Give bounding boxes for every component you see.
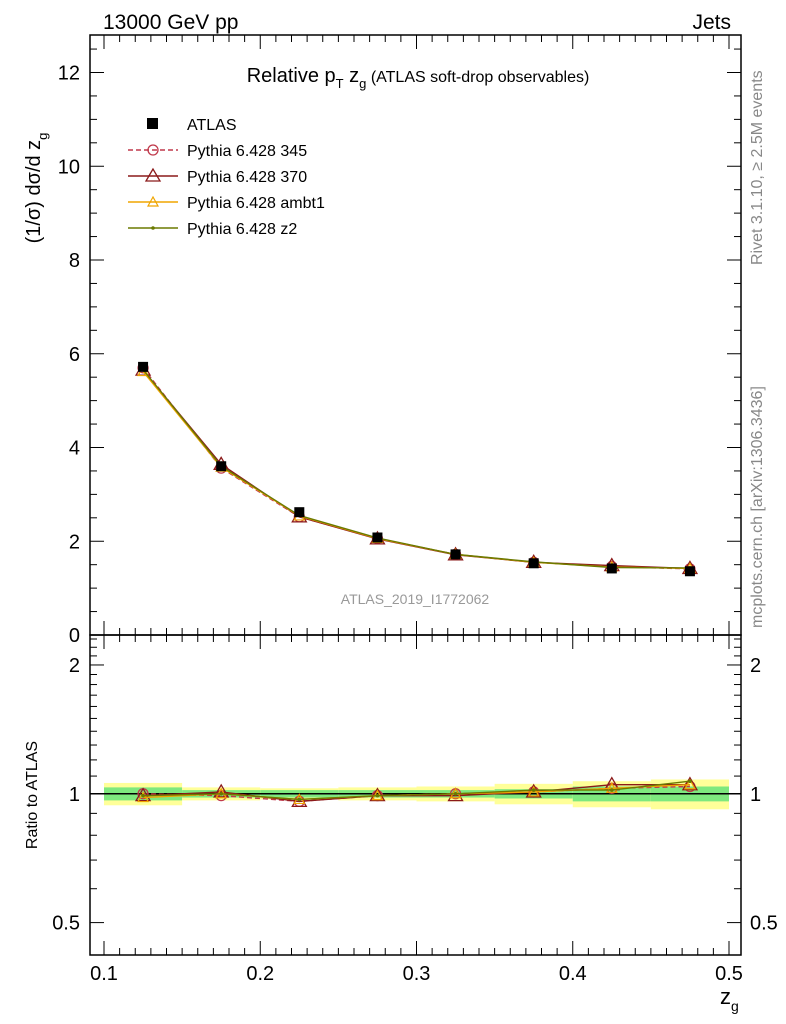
chart-title: Relative pT zg (ATLAS soft-drop observab… xyxy=(247,65,590,91)
ratio-series-point xyxy=(605,782,618,793)
header-energy-label: 13000 GeV pp xyxy=(103,11,238,34)
ratio-series-point xyxy=(683,778,696,790)
main-series-lines xyxy=(134,361,699,577)
legend-label: Pythia 6.428 370 xyxy=(187,169,307,186)
ratio-series-point xyxy=(531,788,536,792)
atlas-data-point xyxy=(294,507,305,518)
legend-label: Pythia 6.428 z2 xyxy=(187,221,297,238)
x-tick-label: 0.5 xyxy=(715,963,743,985)
ratio-tick-label-left: 2 xyxy=(69,655,80,677)
y-tick-label: 2 xyxy=(69,531,80,553)
legend-marker xyxy=(151,226,155,230)
ratio-series-point xyxy=(134,787,152,802)
x-axis-label: zg xyxy=(720,984,739,1014)
y-tick-label: 6 xyxy=(69,344,80,366)
ratio-series-point xyxy=(610,788,614,792)
legend-marker xyxy=(146,195,160,207)
series-line xyxy=(142,369,690,569)
ratio-y-axis-label: Ratio to ATLAS xyxy=(24,741,41,849)
ratio-tick-label-right: 0.5 xyxy=(750,913,778,935)
ratio-series-point xyxy=(219,791,223,796)
x-tick-label: 0.3 xyxy=(403,963,431,985)
legend-marker xyxy=(147,144,159,156)
ratio-series-point xyxy=(215,790,227,802)
legend-label: Pythia 6.428 ambt1 xyxy=(187,195,325,212)
ratio-series-point xyxy=(681,776,699,791)
y-tick-label: 12 xyxy=(58,63,80,85)
mcplots-reference-label: mcplots.cern.ch [arXiv:1306.3436] xyxy=(749,386,766,628)
ratio-tick-label-right: 2 xyxy=(750,655,761,677)
ratio-series-point xyxy=(527,785,540,797)
atlas-data-point xyxy=(216,461,227,472)
x-tick-label: 0.2 xyxy=(246,963,274,985)
header-jets-label: Jets xyxy=(692,11,731,34)
y-tick-label: 4 xyxy=(69,438,80,460)
atlas-data-point xyxy=(372,532,383,543)
ratio-plot-frame xyxy=(89,634,742,956)
x-axis-ticks: 0.1 0.2 0.3 0.4 0.5 xyxy=(90,35,743,985)
y-tick-label: 10 xyxy=(58,156,80,178)
atlas-data-point xyxy=(684,566,695,577)
ratio-series-point xyxy=(213,783,230,798)
legend-label: ATLAS xyxy=(187,117,237,134)
x-tick-label: 0.4 xyxy=(559,963,587,985)
atlas-data-point xyxy=(606,563,617,574)
y-tick-label: 8 xyxy=(69,250,80,272)
ratio-tick-label-left: 0.5 xyxy=(52,913,80,935)
ratio-series-line xyxy=(143,780,691,801)
ratio-series-line xyxy=(143,784,690,803)
ratio-series-point xyxy=(297,797,302,802)
atlas-data-point xyxy=(138,361,149,372)
main-axis-ticks: 0 2 4 6 8 10 12 xyxy=(58,48,741,647)
atlas-data-point xyxy=(450,549,461,560)
rivet-version-label: Rivet 3.1.10, ≥ 2.5M events xyxy=(749,70,766,265)
ratio-series-point xyxy=(369,787,386,802)
ratio-series-lines xyxy=(134,776,699,808)
y-tick-label: 0 xyxy=(69,625,80,647)
y-axis-label: (1/σ) dσ/d zg xyxy=(23,133,50,244)
ratio-axis-ticks: 0.5 0.5 1 1 2 2 xyxy=(52,638,778,935)
x-tick-label: 0.1 xyxy=(90,963,118,985)
ratio-series-point xyxy=(137,791,150,803)
ratio-tick-label-right: 1 xyxy=(750,784,761,806)
ratio-series-point xyxy=(453,791,458,796)
legend: ATLAS Pythia 6.428 345 Pythia 6.428 370 Pyt… xyxy=(128,117,325,238)
legend-marker xyxy=(144,167,162,182)
ratio-series-point xyxy=(688,779,692,784)
ratio-series-point xyxy=(375,793,380,798)
ratio-tick-label-left: 1 xyxy=(69,784,80,806)
legend-label: Pythia 6.428 345 xyxy=(187,143,307,160)
legend-atlas-marker xyxy=(147,118,158,129)
analysis-label: ATLAS_2019_I1772062 xyxy=(341,591,490,607)
atlas-data-point xyxy=(528,558,539,569)
ratio-series-point xyxy=(141,793,145,798)
